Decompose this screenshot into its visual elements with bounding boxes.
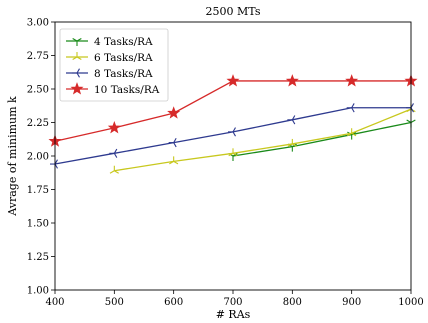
data-point-tri-left: [72, 68, 80, 78]
x-axis-label: # RAs: [216, 308, 251, 321]
legend-label: 8 Tasks/RA: [94, 68, 153, 80]
legend-item: 10 Tasks/RA: [66, 82, 160, 96]
data-point-tri-up: [169, 156, 179, 165]
y-tick-label: 3.00: [27, 18, 49, 29]
y-tick-label: 2.75: [27, 51, 49, 62]
series-4-tasks-ra: [228, 119, 416, 161]
y-tick-label: 2.00: [27, 152, 49, 163]
data-point-tri-up: [109, 165, 119, 174]
legend-item: 4 Tasks/RA: [66, 36, 153, 48]
y-tick-label: 1.00: [27, 286, 49, 297]
legend-label: 6 Tasks/RA: [94, 52, 153, 64]
series-8-tasks-ra: [50, 103, 414, 169]
x-tick-label: 800: [283, 297, 302, 308]
data-point-tri-up: [287, 138, 297, 147]
data-point-star: [226, 74, 240, 87]
data-point-tri-left: [168, 137, 177, 148]
data-point-star: [167, 106, 181, 119]
data-point-tri-left: [228, 127, 236, 137]
y-tick-label: 1.25: [27, 252, 49, 263]
series-line: [114, 108, 412, 172]
x-axis-ticks: 400 500 600 700 800 900 1000: [45, 290, 424, 308]
legend-item: 8 Tasks/RA: [66, 68, 153, 80]
y-tick-label: 2.50: [27, 85, 49, 96]
y-axis-ticks: 1.00 1.25 1.50 1.75 2.00 2.25 2.50 2.75 3.00: [27, 18, 55, 297]
data-point-tri-left: [346, 103, 355, 113]
series-layer: [48, 74, 418, 174]
data-point-tri-left: [109, 148, 118, 158]
data-point-tri-up: [72, 52, 82, 60]
data-point-star: [345, 74, 359, 87]
data-point-star: [285, 74, 299, 87]
data-point-tri-down: [72, 38, 82, 46]
series-6-tasks-ra: [109, 104, 416, 174]
x-tick-label: 500: [105, 297, 124, 308]
x-tick-label: 1000: [398, 297, 423, 308]
data-point-star: [70, 82, 84, 95]
chart-title: 2500 MTs: [206, 5, 261, 18]
legend-box: [59, 28, 169, 102]
x-tick-label: 600: [164, 297, 183, 308]
legend-label: 10 Tasks/RA: [94, 84, 160, 96]
data-point-tri-up: [228, 148, 238, 157]
series-line: [232, 121, 412, 157]
data-point-star: [107, 121, 121, 134]
legend: 4 Tasks/RA 6 Tasks/RA 8 Tasks/RA 10 Tasks/R…: [59, 28, 169, 102]
y-tick-label: 1.75: [27, 185, 49, 196]
y-tick-label: 1.50: [27, 219, 49, 230]
data-point-tri-left: [287, 115, 296, 125]
y-tick-label: 2.25: [27, 118, 49, 129]
data-point-tri-up: [347, 128, 357, 137]
legend-item: 6 Tasks/RA: [66, 52, 153, 64]
legend-label: 4 Tasks/RA: [94, 36, 153, 48]
x-tick-label: 400: [45, 297, 64, 308]
x-tick-label: 700: [223, 297, 242, 308]
x-tick-label: 900: [342, 297, 361, 308]
y-axis-label: Avrage of minimum k: [6, 96, 19, 217]
